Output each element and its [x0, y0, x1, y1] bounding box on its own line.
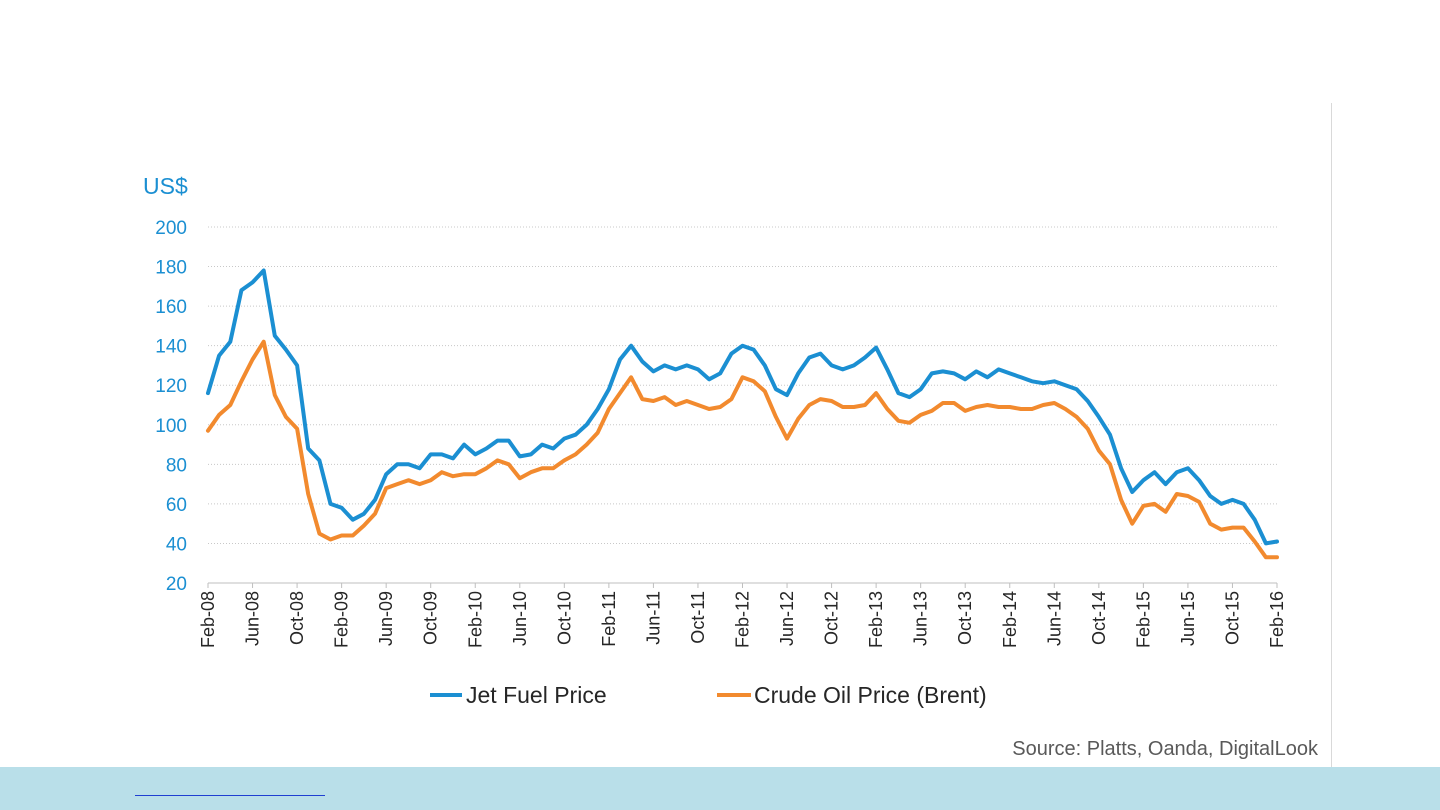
- x-tick-label: Jun-10: [510, 591, 530, 646]
- x-tick-label: Oct-13: [955, 591, 975, 645]
- y-axis-unit-label: US$: [143, 173, 188, 199]
- x-tick-label: Feb-14: [1000, 591, 1020, 648]
- x-tick-label: Oct-11: [688, 591, 708, 644]
- legend: Jet Fuel Price Crude Oil Price (Brent): [430, 682, 987, 708]
- y-tick-label: 20: [166, 574, 187, 595]
- y-tick-label: 100: [155, 416, 187, 437]
- x-tick-label: Jun-11: [643, 591, 663, 645]
- footer-link[interactable]: [135, 795, 325, 796]
- series-line-jet-fuel: [206, 268, 1279, 546]
- y-tick-label: 60: [166, 495, 187, 516]
- x-tick-label: Feb-16: [1267, 591, 1287, 648]
- x-tick-label: Jun-13: [911, 591, 931, 646]
- x-tick-label: Feb-08: [198, 591, 218, 648]
- y-tick-label: 200: [155, 218, 187, 239]
- right-divider: [1331, 103, 1332, 767]
- y-tick-label: 180: [155, 258, 187, 279]
- legend-label-jet-fuel: Jet Fuel Price: [466, 682, 607, 708]
- source-note: Source: Platts, Oanda, DigitalLook: [1012, 738, 1319, 760]
- x-tick-label: Oct-12: [822, 591, 842, 645]
- x-axis-ticks: Feb-08 Jun-08 Oct-08 Feb-09 Jun-09 Oct-09 Feb-…: [198, 583, 1287, 648]
- x-tick-label: Feb-11: [599, 591, 619, 647]
- x-tick-label: Oct-09: [421, 591, 441, 645]
- x-tick-label: Feb-10: [465, 591, 485, 648]
- x-tick-label: Jun-08: [243, 591, 263, 646]
- x-tick-label: Oct-10: [554, 591, 574, 645]
- footer-bar: [0, 767, 1440, 810]
- series-line-crude-oil: [206, 339, 1279, 560]
- y-tick-label: 120: [155, 376, 187, 397]
- x-tick-label: Feb-15: [1133, 591, 1153, 648]
- x-tick-label: Feb-09: [332, 591, 352, 648]
- x-tick-label: Jun-09: [376, 591, 396, 646]
- x-tick-label: Oct-15: [1222, 591, 1242, 645]
- y-axis-ticks: 20 40 60 80 100 120 140 160 180 200: [155, 218, 187, 595]
- y-tick-label: 80: [166, 455, 187, 476]
- y-tick-label: 140: [155, 337, 187, 358]
- y-tick-label: 40: [166, 534, 187, 555]
- x-tick-label: Oct-14: [1089, 591, 1109, 645]
- x-tick-label: Jun-12: [777, 591, 797, 646]
- grid: [208, 226, 1277, 544]
- legend-label-crude-oil: Crude Oil Price (Brent): [754, 682, 987, 708]
- y-tick-label: 160: [155, 297, 187, 318]
- x-tick-label: Feb-12: [733, 591, 753, 648]
- series: [206, 268, 1279, 560]
- x-tick-label: Feb-13: [866, 591, 886, 648]
- x-tick-label: Oct-08: [287, 591, 307, 645]
- x-tick-label: Jun-15: [1178, 591, 1198, 646]
- x-tick-label: Jun-14: [1044, 591, 1064, 646]
